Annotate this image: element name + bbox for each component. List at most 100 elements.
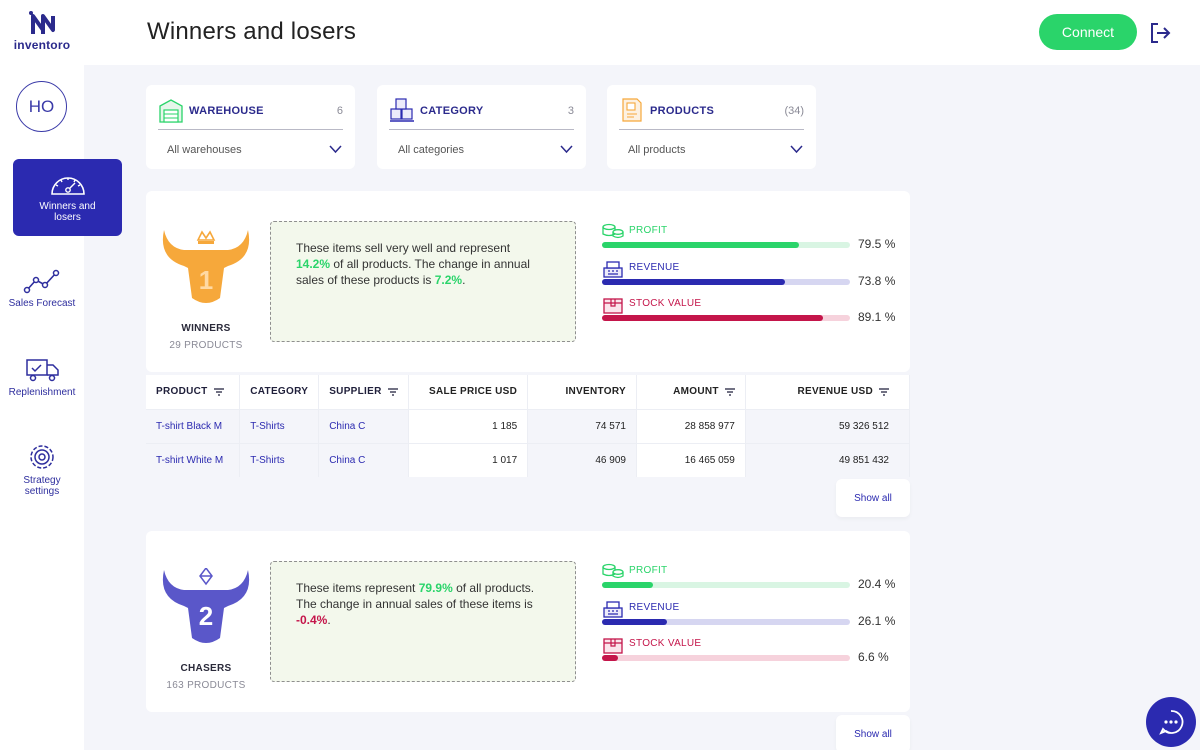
- column-header-product[interactable]: PRODUCT: [146, 375, 241, 409]
- desc-percentage: 79.9%: [418, 581, 453, 595]
- revenue-bar-track: [602, 619, 850, 625]
- chat-button[interactable]: [1146, 697, 1196, 747]
- desc-text: These items sell very well and represent: [296, 241, 511, 255]
- table-cell: China C: [318, 442, 409, 477]
- column-header-supplier[interactable]: SUPPLIER: [318, 375, 409, 409]
- category-select[interactable]: All categories: [398, 144, 465, 156]
- sidebar-item-winners-losers[interactable]: Winners and losers: [13, 159, 122, 236]
- revenue-metric: REVENUE 26.1 %: [602, 600, 896, 636]
- warehouse-filter[interactable]: WAREHOUSE 6 All warehouses: [146, 85, 355, 169]
- column-header-inventory[interactable]: INVENTORY: [527, 375, 637, 409]
- desc-change: -0.4%: [296, 613, 328, 627]
- product-link[interactable]: T-shirt Black M: [146, 408, 241, 443]
- table-row[interactable]: T-shirt Black M T-Shirts China C 1 185 7…: [146, 408, 911, 443]
- speedometer-icon: [50, 177, 85, 195]
- table-row[interactable]: T-shirt White M T-Shirts China C 1 017 4…: [146, 442, 911, 477]
- inventoro-logo-icon: [29, 11, 55, 34]
- boxes-icon: [390, 98, 414, 122]
- column-header-label: INVENTORY: [565, 386, 626, 398]
- segment-title: CHASERS: [180, 663, 232, 674]
- filter-header: CATEGORY 3: [389, 97, 574, 130]
- logo[interactable]: inventoro: [10, 10, 74, 52]
- table-cell: 16 465 059: [636, 442, 746, 477]
- table-cell: 74 571: [527, 408, 637, 443]
- sidebar-item-label: Sales Forecast: [8, 298, 76, 309]
- filter-count: (34): [784, 105, 804, 117]
- column-header-category[interactable]: CATEGORY: [239, 375, 320, 409]
- product-link[interactable]: T-shirt White M: [146, 442, 241, 477]
- chevron-down-icon[interactable]: [329, 145, 342, 154]
- segment-description: These items sell very well and represent…: [270, 221, 576, 342]
- sidebar-item-sales-forecast[interactable]: Sales Forecast: [0, 268, 84, 309]
- column-header-amount[interactable]: AMOUNT: [636, 375, 746, 409]
- chasers-card: 2 CHASERS 163 PRODUCTS These items repre…: [146, 531, 910, 712]
- stock-box-icon: [603, 298, 623, 314]
- segment-product-count: 163 PRODUCTS: [166, 680, 246, 691]
- category-filter[interactable]: CATEGORY 3 All categories: [377, 85, 586, 169]
- warehouse-select[interactable]: All warehouses: [167, 144, 242, 156]
- sidebar-item-label: Replenishment: [8, 387, 76, 398]
- metric-label: REVENUE: [629, 602, 680, 613]
- sort-icon[interactable]: [724, 387, 735, 396]
- filter-count: 3: [567, 105, 574, 117]
- sort-icon[interactable]: [387, 387, 398, 396]
- desc-text: of all products. The change in annual sa…: [296, 581, 535, 611]
- desc-percentage: 14.2%: [296, 257, 331, 271]
- column-header-revenue[interactable]: REVENUE USD: [745, 375, 911, 409]
- sort-icon[interactable]: [213, 387, 224, 396]
- profit-bar-fill: [602, 242, 800, 248]
- column-header-label: SUPPLIER: [329, 386, 382, 398]
- column-header-sale-price[interactable]: SALE PRICE USD: [408, 375, 529, 409]
- filter-header: WAREHOUSE 6: [158, 97, 343, 130]
- filter-header: PRODUCTS (34): [619, 97, 804, 130]
- logo-text: inventoro: [13, 38, 71, 52]
- connect-button[interactable]: Connect: [1039, 14, 1137, 50]
- bull-badge-icon: 1: [162, 230, 250, 303]
- header: Winners and losers Connect: [84, 0, 1200, 65]
- segment-product-count: 29 PRODUCTS: [169, 340, 243, 351]
- chevron-down-icon[interactable]: [560, 145, 573, 154]
- profit-bar-track: [602, 582, 850, 588]
- revenue-metric: REVENUE 73.8 %: [602, 260, 896, 296]
- metric-value: 89.1 %: [858, 310, 896, 324]
- filter-count: 6: [336, 105, 343, 117]
- show-all-winners-button[interactable]: Show all: [836, 479, 910, 517]
- column-header-label: PRODUCT: [156, 386, 208, 398]
- warehouse-icon: [159, 99, 183, 123]
- show-all-chasers-button[interactable]: Show all: [836, 715, 910, 750]
- products-table: PRODUCT CATEGORY SUPPLIER SALE PRICE USD…: [146, 375, 911, 477]
- avatar[interactable]: HO: [16, 81, 67, 132]
- badge-rank: 2: [199, 601, 213, 631]
- gear-icon: [30, 445, 54, 469]
- coins-icon: [602, 223, 624, 239]
- desc-text: .: [327, 613, 331, 627]
- table-cell: 46 909: [527, 442, 637, 477]
- products-filter[interactable]: PRODUCTS (34) All products: [607, 85, 816, 169]
- delivery-truck-icon: [26, 359, 59, 382]
- column-header-label: CATEGORY: [250, 386, 309, 398]
- winners-table: PRODUCT CATEGORY SUPPLIER SALE PRICE USD…: [146, 375, 911, 477]
- table-cell: 49 851 432: [745, 442, 911, 477]
- logout-icon[interactable]: [1148, 21, 1172, 45]
- sort-icon[interactable]: [879, 387, 889, 396]
- metric-value: 26.1 %: [858, 614, 896, 628]
- sidebar-item-replenishment[interactable]: Replenishment: [0, 357, 84, 398]
- table-cell: China C: [318, 408, 409, 443]
- winners-card: 1 WINNERS 29 PRODUCTS These items sell v…: [146, 191, 910, 372]
- metric-label: PROFIT: [629, 225, 668, 236]
- filter-label: CATEGORY: [420, 105, 484, 117]
- profit-bar-track: [602, 242, 850, 248]
- sidebar-item-label: settings: [24, 486, 60, 497]
- metric-value: 6.6 %: [858, 650, 889, 664]
- sidebar-item-strategy-settings[interactable]: Strategy settings: [0, 443, 84, 497]
- stock-value-metric: STOCK VALUE 6.6 %: [602, 636, 896, 672]
- revenue-bar-fill: [602, 619, 667, 625]
- table-cell: T-Shirts: [239, 408, 320, 443]
- column-header-label: REVENUE USD: [797, 386, 873, 398]
- desc-change: 7.2%: [434, 273, 463, 287]
- product-tag-icon: [622, 98, 642, 122]
- column-header-label: SALE PRICE USD: [429, 386, 518, 398]
- badge-rank: 1: [199, 265, 213, 295]
- products-select[interactable]: All products: [628, 144, 686, 156]
- chevron-down-icon[interactable]: [790, 145, 803, 154]
